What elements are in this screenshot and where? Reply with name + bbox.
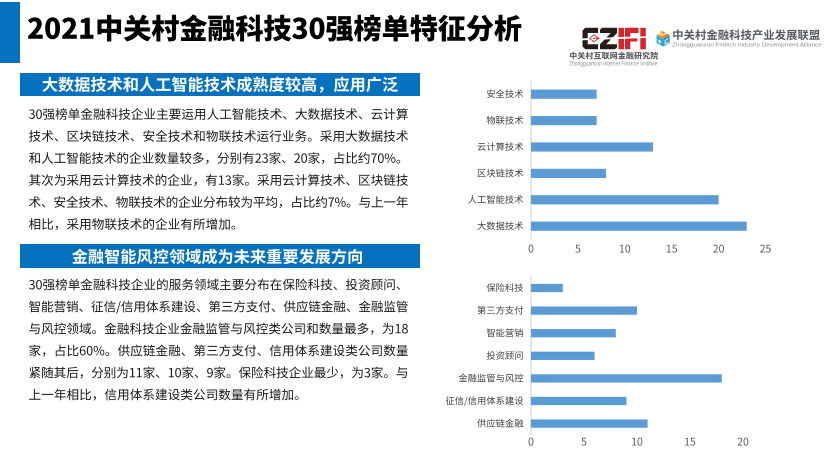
svg-text:Zhongguancun Fintech Industry: Zhongguancun Fintech Industry Developmen… xyxy=(672,43,822,49)
svg-text:Zhongguancun Internet Finance: Zhongguancun Internet Finance Institute xyxy=(569,61,658,68)
